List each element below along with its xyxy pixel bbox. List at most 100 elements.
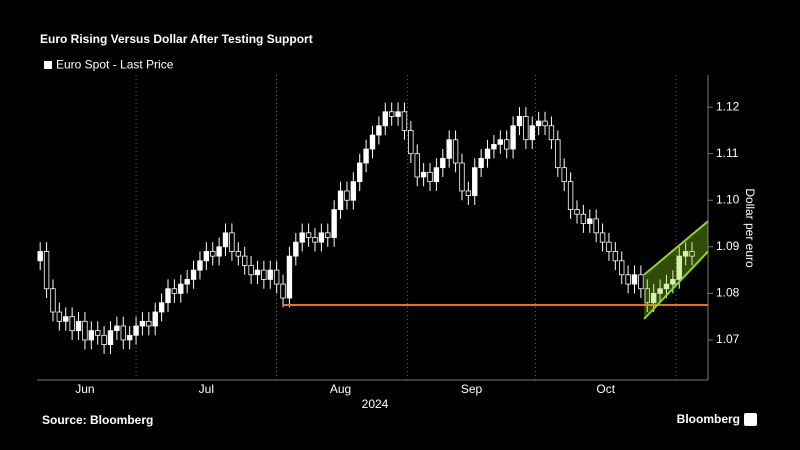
candle-body — [376, 125, 382, 136]
candle-body — [670, 279, 676, 285]
source-note: Source: Bloomberg — [42, 413, 153, 427]
brand-icon — [744, 413, 757, 426]
candle-body — [88, 330, 95, 341]
candle-body — [165, 288, 171, 304]
candle-body — [567, 181, 574, 210]
candle-body — [146, 320, 152, 327]
candle-body — [75, 320, 82, 332]
x-tick-label: Jun — [75, 382, 94, 396]
candle-body — [555, 139, 561, 169]
candle-body — [580, 213, 587, 224]
candle-body — [587, 218, 593, 224]
candle-body — [178, 283, 184, 294]
y-tick-label: 1.11 — [716, 146, 739, 160]
candle-body — [248, 265, 254, 276]
candle-body — [452, 139, 459, 164]
candle-body — [305, 232, 312, 238]
candle-body — [446, 139, 452, 159]
x-tick-label: Oct — [596, 382, 615, 396]
candle-body — [503, 139, 510, 150]
candle-body — [478, 157, 484, 169]
candle-body — [318, 232, 325, 243]
channel-upper-line — [643, 220, 709, 276]
channel-area — [644, 221, 708, 319]
candle-body — [440, 157, 446, 169]
candle-body — [619, 260, 625, 276]
candle-body — [152, 311, 158, 327]
candle-body — [203, 251, 210, 262]
candle-body — [222, 232, 229, 248]
candle-body — [408, 130, 414, 155]
candle-body — [663, 283, 670, 290]
candle-body — [420, 171, 427, 178]
candle-body — [465, 190, 472, 197]
candle-body — [331, 209, 337, 238]
candle-body — [261, 269, 267, 280]
candle-body — [350, 181, 357, 201]
candle-body — [286, 255, 293, 299]
candle-body — [689, 251, 695, 257]
candle-body — [114, 325, 120, 332]
y-axis-label: Dollar per euro — [743, 188, 757, 268]
candle-body — [529, 125, 535, 141]
candle-body — [267, 269, 273, 280]
y-tick-label: 1.08 — [716, 286, 740, 300]
candle-body — [293, 241, 299, 257]
candle-body — [280, 283, 286, 299]
candle-body — [241, 255, 248, 266]
candle-body — [612, 251, 619, 262]
candle-body — [676, 255, 682, 280]
candle-body — [497, 139, 504, 145]
candle-body — [535, 120, 542, 127]
candle-body — [299, 232, 305, 243]
candle-body — [133, 325, 139, 336]
candle-body — [171, 288, 178, 294]
candle-body — [229, 232, 235, 252]
candle-body — [561, 167, 567, 183]
brand-logo: Bloomberg — [677, 412, 740, 426]
candle-body — [593, 218, 599, 234]
candle-body — [63, 316, 69, 322]
candle-body — [491, 143, 497, 150]
candle-body — [433, 167, 440, 183]
candle-body — [395, 111, 401, 117]
x-tick-label: Sep — [461, 382, 483, 396]
legend-label: Euro Spot - Last Price — [56, 58, 174, 72]
candle-body — [631, 274, 638, 285]
candle-body — [574, 209, 580, 215]
candle-body — [682, 251, 689, 257]
x-tick-label: Aug — [330, 382, 351, 396]
candle-body — [69, 316, 75, 332]
candle-body — [657, 288, 663, 294]
candle-body — [50, 288, 56, 313]
candle-body — [107, 330, 114, 346]
chart-title: Euro Rising Versus Dollar After Testing … — [40, 32, 313, 46]
candle-body — [363, 148, 369, 164]
candle-body — [197, 260, 203, 271]
candle-body — [101, 334, 107, 346]
candle-body — [273, 269, 280, 285]
candle-body — [184, 279, 190, 285]
candle-body — [139, 320, 146, 327]
candle-body — [414, 153, 420, 178]
candle-body — [638, 274, 644, 290]
candle-body — [650, 292, 657, 304]
legend-swatch — [44, 61, 52, 69]
candle-body — [382, 111, 388, 127]
candle-body — [459, 162, 465, 192]
candle-body — [606, 241, 612, 252]
candle-body — [427, 171, 433, 183]
candle-body — [644, 288, 650, 304]
candle-body — [548, 125, 555, 141]
candle-body — [254, 269, 261, 276]
candle-body — [190, 269, 197, 280]
y-tick-label: 1.12 — [716, 99, 740, 113]
x-tick-label: Jul — [199, 382, 214, 396]
candle-body — [388, 111, 395, 117]
candle-body — [56, 311, 63, 322]
candle-body — [599, 232, 606, 243]
candle-body — [235, 251, 241, 257]
candle-body — [344, 190, 350, 201]
candle-body — [337, 190, 344, 210]
